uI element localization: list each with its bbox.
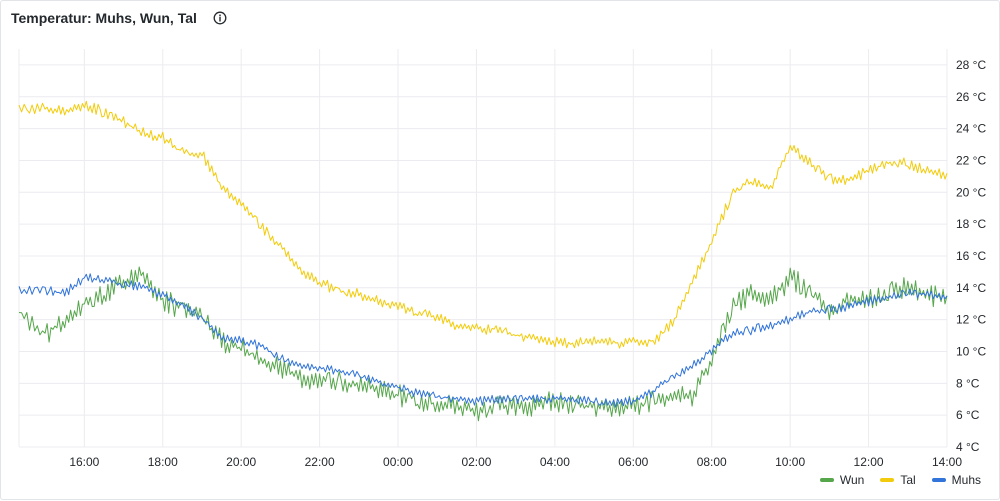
x-tick-label: 10:00: [775, 455, 805, 469]
y-tick-label: 20 °C: [956, 185, 986, 199]
series-line-muhs: [18, 273, 948, 408]
x-tick-label: 04:00: [540, 455, 570, 469]
legend-swatch-tal: [880, 478, 895, 482]
series-line-tal: [18, 100, 948, 349]
x-tick-label: 22:00: [305, 455, 335, 469]
y-tick-label: 18 °C: [956, 217, 986, 231]
x-tick-label: 08:00: [697, 455, 727, 469]
y-tick-label: 14 °C: [956, 281, 986, 295]
y-tick-label: 28 °C: [956, 58, 986, 72]
legend-label-wun: Wun: [839, 473, 865, 487]
x-tick-label: 18:00: [148, 455, 178, 469]
legend-swatch-wun: [819, 478, 834, 482]
legend-item-wun[interactable]: Wun: [819, 473, 865, 487]
series-line-wun: [18, 266, 948, 422]
x-axis: 16:00 18:00 20:00 22:00 00:00 02:00 04:00 06:00…: [69, 455, 962, 469]
x-tick-label: 00:00: [383, 455, 413, 469]
y-tick-label: 16 °C: [956, 249, 986, 263]
grid: [18, 49, 948, 448]
y-tick-label: 8 °C: [956, 376, 980, 390]
y-tick-label: 4 °C: [956, 440, 980, 454]
series-layer: [18, 100, 948, 422]
x-tick-label: 06:00: [618, 455, 648, 469]
y-tick-label: 24 °C: [956, 122, 986, 136]
x-tick-label: 02:00: [461, 455, 491, 469]
y-tick-label: 26 °C: [956, 90, 986, 104]
x-tick-label: 16:00: [69, 455, 99, 469]
y-tick-label: 6 °C: [956, 408, 980, 422]
legend-label-tal: Tal: [900, 473, 916, 487]
legend-label-muhs: Muhs: [951, 473, 981, 487]
x-tick-label: 14:00: [932, 455, 962, 469]
panel-header: Temperatur: Muhs, Wun, Tal: [11, 7, 227, 29]
y-tick-label: 12 °C: [956, 313, 986, 327]
y-tick-label: 10 °C: [956, 344, 986, 358]
x-tick-label: 12:00: [854, 455, 884, 469]
info-circle-icon[interactable]: [213, 11, 227, 25]
legend-item-muhs[interactable]: Muhs: [931, 473, 981, 487]
legend-item-tal[interactable]: Tal: [880, 473, 916, 487]
legend: Wun Tal Muhs: [819, 473, 981, 487]
x-tick-label: 20:00: [226, 455, 256, 469]
panel-title: Temperatur: Muhs, Wun, Tal: [11, 10, 197, 26]
y-tick-label: 22 °C: [956, 153, 986, 167]
legend-swatch-muhs: [931, 478, 946, 482]
y-axis: 4 °C 6 °C 8 °C 10 °C 12 °C 14 °C 16 °C 18 °C 20 …: [956, 58, 986, 454]
